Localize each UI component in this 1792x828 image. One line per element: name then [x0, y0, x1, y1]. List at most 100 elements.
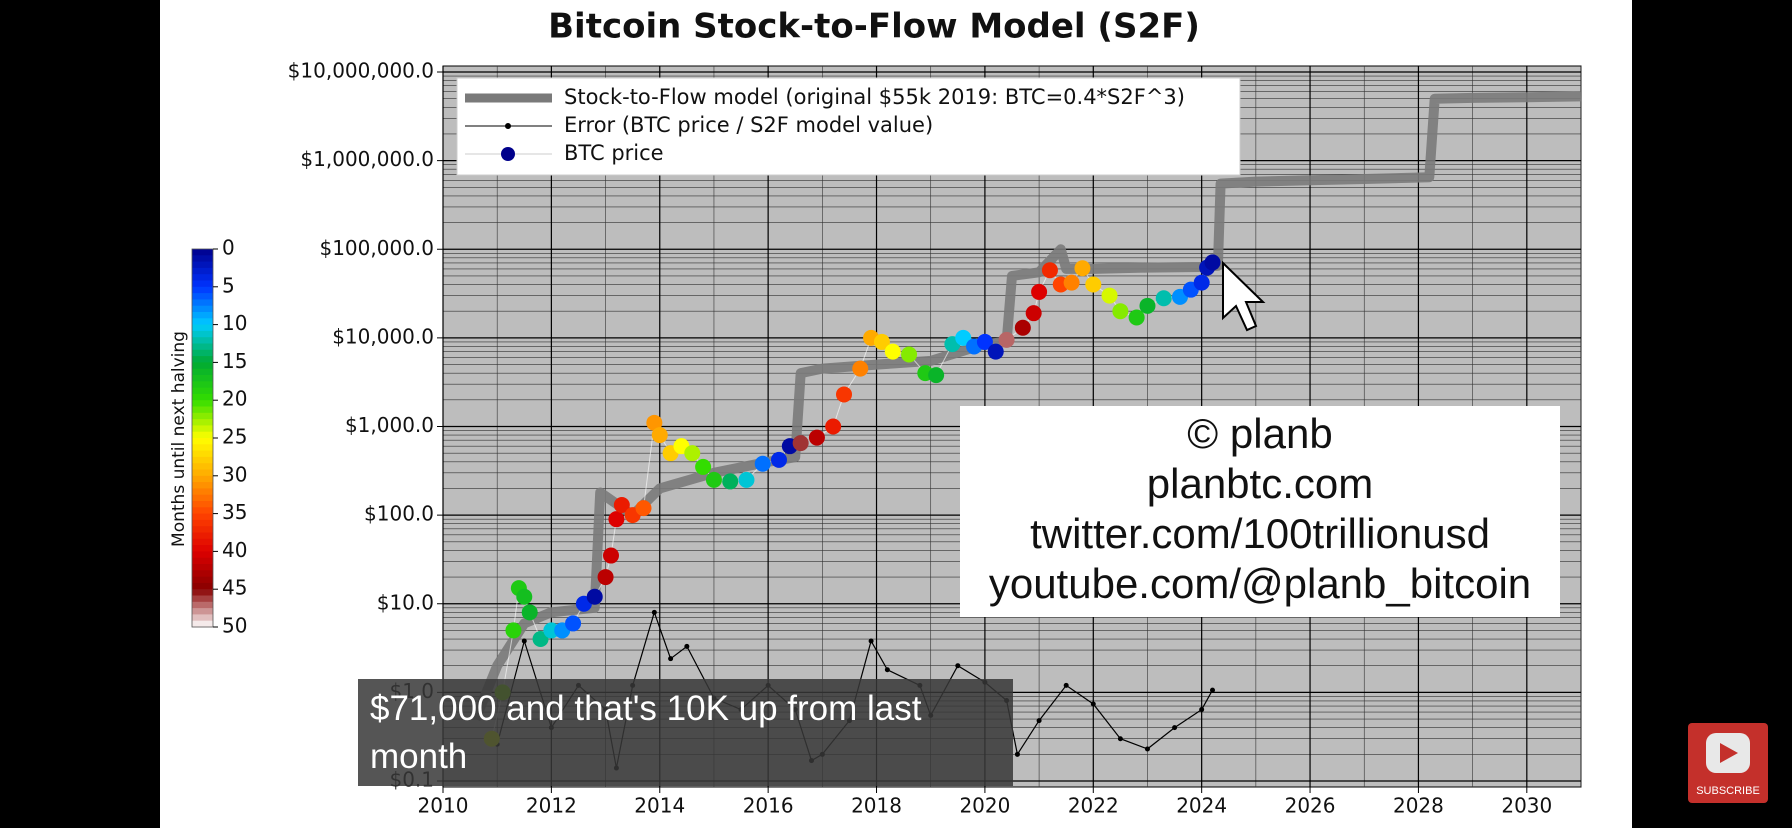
- error-point: [1199, 707, 1205, 713]
- colorbar-label: Months until next halving: [169, 331, 189, 547]
- colorbar-tick-label: 50: [222, 614, 247, 638]
- colorbar-band: [192, 564, 213, 571]
- price-point: [738, 471, 755, 488]
- colorbar-band: [192, 267, 213, 275]
- colorbar-band: [192, 343, 213, 351]
- price-point: [521, 604, 538, 621]
- x-tick-label: 2016: [743, 794, 794, 818]
- price-point: [873, 333, 890, 350]
- subscribe-button[interactable]: SUBSCRIBE: [1688, 723, 1768, 803]
- error-point: [1210, 687, 1216, 693]
- colorbar-tick-label: 35: [222, 500, 247, 524]
- colorbar-band: [192, 356, 213, 363]
- legend-swatch: [501, 147, 515, 161]
- colorbar-band: [192, 400, 213, 408]
- colorbar-band: [192, 557, 213, 565]
- price-point: [901, 346, 918, 363]
- price-point: [602, 547, 619, 564]
- colorbar-band: [192, 601, 213, 609]
- colorbar-tick-label: 5: [222, 273, 235, 297]
- colorbar-band: [192, 318, 213, 326]
- colorbar-tick-label: 15: [222, 349, 247, 373]
- colorbar-band: [192, 299, 213, 307]
- x-tick-label: 2026: [1285, 794, 1336, 818]
- price-point: [976, 333, 993, 350]
- subscribe-icon: [1706, 733, 1750, 773]
- colorbar-band: [192, 381, 213, 389]
- error-point: [684, 643, 690, 649]
- colorbar-tick-label: 30: [222, 462, 247, 486]
- error-point: [651, 609, 657, 615]
- colorbar-band: [192, 589, 213, 597]
- colorbar-band: [192, 456, 213, 464]
- error-point: [884, 667, 890, 673]
- price-point: [646, 414, 663, 431]
- x-tick-label: 2018: [851, 794, 902, 818]
- price-point: [1085, 276, 1102, 293]
- x-tick-label: 2012: [526, 794, 577, 818]
- price-point: [1025, 305, 1042, 322]
- colorbar-band: [192, 595, 213, 603]
- price-point: [754, 455, 771, 472]
- colorbar-band: [192, 475, 213, 483]
- colorbar-band: [192, 614, 213, 622]
- colorbar-band: [192, 431, 213, 439]
- price-point: [1063, 274, 1080, 291]
- colorbar-band: [192, 532, 213, 540]
- price-point: [836, 386, 853, 403]
- colorbar-band: [192, 425, 213, 433]
- colorbar-band: [192, 507, 213, 515]
- colorbar-band: [192, 576, 213, 584]
- x-tick-label: 2010: [418, 794, 469, 818]
- mouse-cursor: [1222, 260, 1266, 332]
- error-point: [1172, 725, 1178, 731]
- colorbar-band: [192, 293, 213, 300]
- colorbar-band: [192, 375, 213, 382]
- colorbar-band: [192, 280, 213, 288]
- legend-swatch: [505, 123, 511, 129]
- error-point: [1117, 736, 1123, 742]
- error-point: [1036, 718, 1042, 724]
- price-point: [1128, 309, 1145, 326]
- y-tick-label: $100.0: [364, 502, 434, 526]
- colorbar-band: [192, 582, 213, 590]
- price-point: [635, 500, 652, 517]
- price-point: [684, 445, 701, 462]
- annotation-text: planbtc.com: [1147, 460, 1373, 507]
- x-tick-label: 2024: [1176, 794, 1227, 818]
- colorbar-band: [192, 469, 213, 477]
- colorbar-band: [192, 330, 213, 338]
- price-point: [532, 631, 549, 648]
- colorbar-tick-label: 0: [222, 236, 235, 260]
- price-point: [516, 588, 533, 605]
- price-point: [586, 588, 603, 605]
- colorbar-band: [192, 450, 213, 458]
- price-point: [928, 367, 945, 384]
- colorbar-band: [192, 608, 213, 615]
- price-point: [1139, 297, 1156, 314]
- colorbar-band: [192, 526, 213, 534]
- price-point: [1193, 274, 1210, 291]
- y-tick-label: $10,000.0: [332, 324, 434, 348]
- price-point: [884, 343, 901, 360]
- price-point: [1041, 262, 1058, 279]
- caption: $71,000 and that's 10K up from last mont…: [358, 679, 1013, 786]
- price-point: [1014, 319, 1031, 336]
- price-point: [825, 418, 842, 435]
- annotation-text: youtube.com/@planb_bitcoin: [989, 560, 1531, 607]
- colorbar-band: [192, 538, 213, 546]
- error-point: [1144, 746, 1150, 752]
- price-point: [565, 615, 582, 632]
- colorbar-band: [192, 393, 213, 401]
- colorbar-band: [192, 620, 213, 628]
- error-point: [668, 656, 674, 662]
- x-tick-label: 2022: [1068, 794, 1119, 818]
- annotation-text: twitter.com/100trillionusd: [1030, 510, 1490, 557]
- price-point: [651, 427, 668, 444]
- y-tick-label: $1,000,000.0: [300, 147, 434, 171]
- colorbar-band: [192, 249, 213, 256]
- colorbar-tick-label: 20: [222, 387, 247, 411]
- error-point: [1090, 701, 1096, 707]
- price-point: [792, 435, 809, 452]
- colorbar-band: [192, 513, 213, 521]
